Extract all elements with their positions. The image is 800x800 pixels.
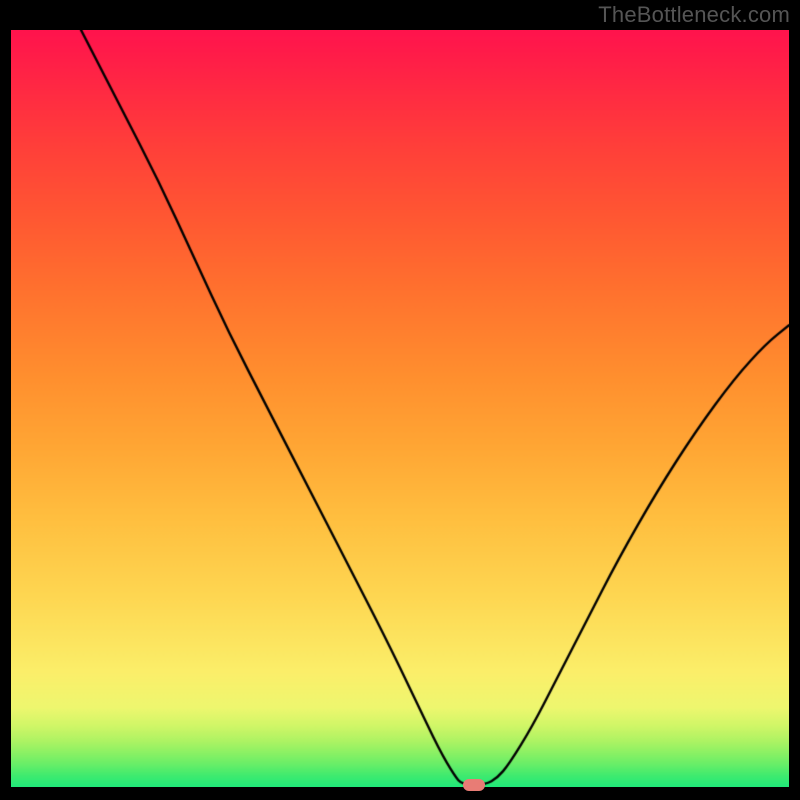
watermark-label: TheBottleneck.com	[598, 2, 790, 28]
chart-root: TheBottleneck.com	[0, 0, 800, 800]
bottleneck-curve	[11, 30, 789, 787]
minimum-marker	[463, 779, 485, 791]
plot-area	[11, 30, 789, 787]
